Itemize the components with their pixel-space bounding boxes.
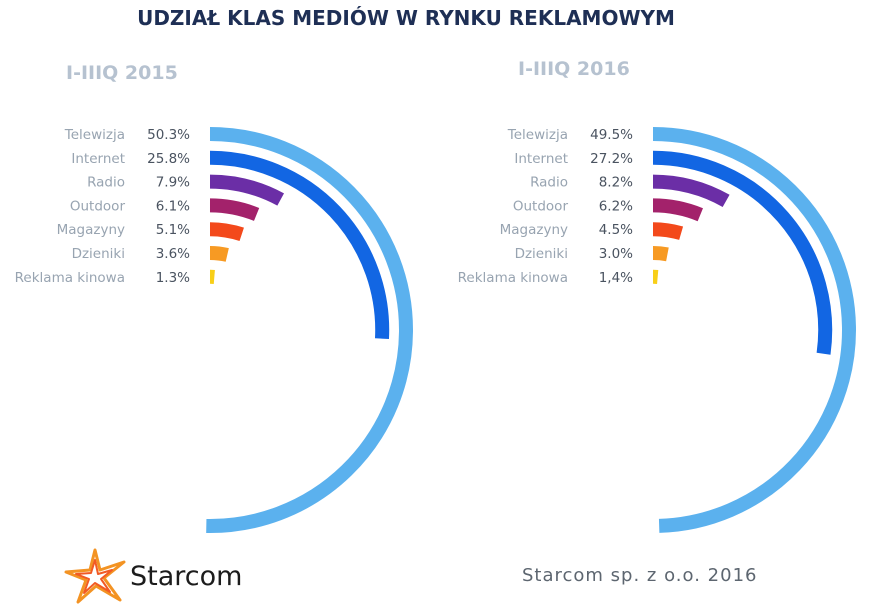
main-title: UDZIAŁ KLAS MEDIÓW W RYNKU REKLAMOWYM: [137, 6, 675, 30]
chart-panel-2016: Telewizja 49.5% Internet 27.2% Radio 8.2% Outd…: [458, 127, 856, 533]
panel-title-2016: I-IIIQ 2016: [518, 58, 630, 80]
arc-telewizja: [206, 127, 413, 533]
category-label-magazyny: Magazyny: [500, 222, 568, 238]
value-label-magazyny: 4.5%: [599, 222, 633, 238]
brand-name: Starcom: [130, 561, 243, 592]
category-label-telewizja: Telewizja: [64, 127, 125, 143]
value-label-telewizja: 50.3%: [147, 127, 190, 143]
value-label-reklama-kinowa: 1,4%: [599, 270, 633, 286]
value-label-magazyny: 5.1%: [156, 222, 190, 238]
category-label-reklama-kinowa: Reklama kinowa: [15, 270, 125, 286]
panel-title-2015: I-IIIQ 2015: [66, 62, 178, 84]
value-label-outdoor: 6.2%: [599, 198, 633, 214]
category-label-dzieniki: Dzieniki: [515, 246, 568, 262]
starcom-logo-icon: [64, 548, 126, 604]
arc-outdoor: [209, 198, 260, 221]
value-label-radio: 8.2%: [599, 175, 633, 191]
value-label-dzieniki: 3.6%: [156, 246, 190, 262]
arc-internet: [652, 150, 833, 355]
arc-magazyny: [652, 222, 684, 240]
chart-panel-2015: Telewizja 50.3% Internet 25.8% Radio 7.9% Outd…: [15, 127, 413, 533]
category-label-telewizja: Telewizja: [507, 127, 568, 143]
arc-outdoor: [652, 198, 703, 222]
arc-radio: [209, 174, 285, 206]
value-label-reklama-kinowa: 1.3%: [156, 270, 190, 286]
category-label-magazyny: Magazyny: [57, 222, 125, 238]
category-label-radio: Radio: [530, 175, 568, 191]
category-label-outdoor: Outdoor: [70, 198, 126, 214]
value-label-telewizja: 49.5%: [590, 127, 633, 143]
value-label-dzieniki: 3.0%: [599, 246, 633, 262]
value-label-internet: 25.8%: [147, 151, 190, 167]
footer-credit: Starcom sp. z o.o. 2016: [522, 565, 758, 586]
category-label-internet: Internet: [71, 151, 125, 167]
arc-internet: [209, 150, 390, 339]
category-label-radio: Radio: [87, 175, 125, 191]
arc-radio: [652, 174, 730, 208]
arc-dzieniki: [209, 246, 229, 262]
arc-dzieniki: [652, 246, 669, 262]
value-label-internet: 27.2%: [590, 151, 633, 167]
category-label-reklama-kinowa: Reklama kinowa: [458, 270, 568, 286]
category-label-dzieniki: Dzieniki: [72, 246, 125, 262]
value-label-outdoor: 6.1%: [156, 198, 190, 214]
arc-magazyny: [209, 222, 244, 242]
category-label-outdoor: Outdoor: [513, 198, 569, 214]
value-label-radio: 7.9%: [156, 175, 190, 191]
category-label-internet: Internet: [514, 151, 568, 167]
arc-telewizja: [652, 127, 856, 533]
